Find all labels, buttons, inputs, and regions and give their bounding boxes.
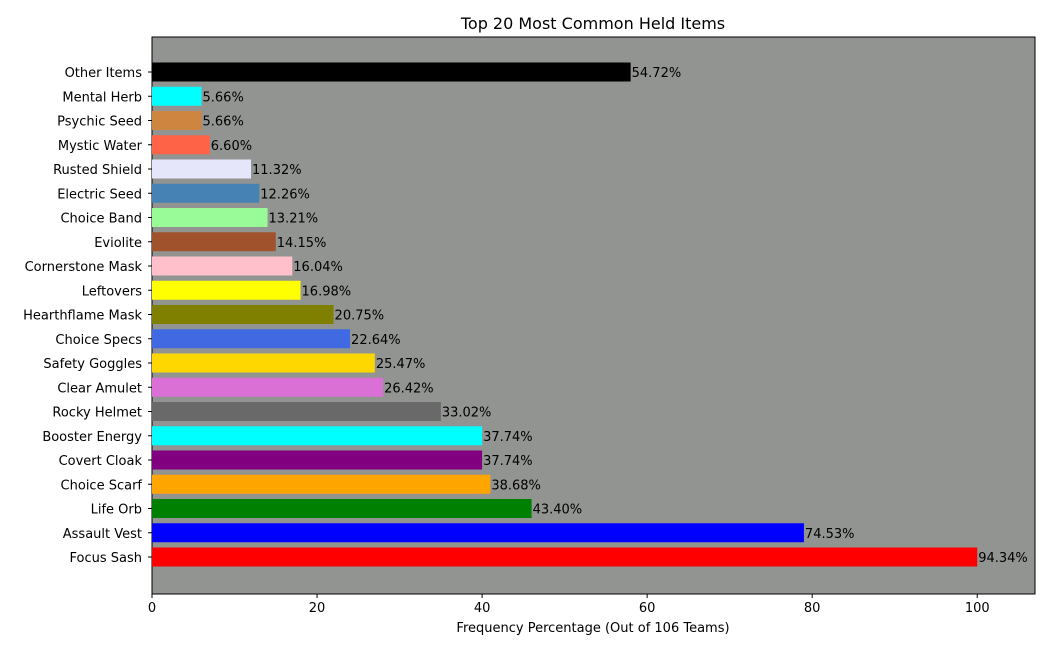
bar-safety-goggles [152,353,375,373]
data-label: 14.15% [277,236,327,251]
x-tick-label: 40 [474,601,491,616]
y-tick-label: Choice Scarf [61,478,143,493]
data-label: 16.04% [293,260,343,275]
bar-hearthflame-mask [152,305,334,324]
y-tick-label: Mental Herb [62,90,142,105]
y-tick-label: Electric Seed [57,187,142,202]
data-label: 25.47% [376,357,426,372]
data-label: 6.60% [211,139,252,154]
data-label: 12.26% [260,187,310,202]
y-tick-label: Cornerstone Mask [25,260,143,275]
data-label: 37.74% [483,430,533,445]
x-tick-label: 80 [804,601,821,616]
y-tick-label: Mystic Water [58,139,143,154]
y-tick-label: Focus Sash [70,551,143,566]
bar-choice-specs [152,329,351,349]
bar-rusted-shield [152,159,252,179]
data-label: 5.66% [203,90,244,105]
x-tick-label: 60 [639,601,656,616]
y-tick-label: Covert Cloak [59,454,143,469]
bar-mystic-water [152,135,210,155]
bar-choice-scarf [152,474,491,494]
y-axis: Focus Sash Assault Vest Life Orb Choice Sca… [23,66,152,566]
x-tick-label: 100 [965,601,990,616]
y-tick-label: Rusted Shield [53,163,142,178]
bar-clear-amulet [152,377,384,397]
data-label: 37.74% [483,454,533,469]
bar-booster-energy [152,426,483,446]
bar-focus-sash [152,547,978,567]
chart-title: Top 20 Most Common Held Items [460,14,725,33]
bar-cornerstone-mask [152,256,293,276]
y-tick-label: Life Orb [91,503,142,518]
bar-assault-vest [152,523,804,543]
bar-rocky-helmet [152,402,441,421]
x-tick-label: 0 [148,601,156,616]
y-tick-label: Booster Energy [42,430,142,445]
bar-eviolite [152,232,276,252]
data-label: 11.32% [252,163,302,178]
data-label: 43.40% [533,503,583,518]
bar-electric-seed [152,183,260,203]
y-tick-label: Assault Vest [63,527,142,542]
data-label: 33.02% [442,406,492,421]
y-tick-label: Choice Specs [55,333,142,348]
y-tick-label: Choice Band [60,212,142,227]
data-label: 54.72% [632,66,682,81]
data-label: 94.34% [978,551,1028,566]
data-label: 22.64% [351,333,401,348]
bar-life-orb [152,499,532,518]
data-label: 5.66% [203,115,244,130]
x-axis: 0 20 40 60 80 100 [148,594,990,616]
bar-mental-herb [152,86,202,106]
data-label: 16.98% [302,284,352,299]
data-label: 26.42% [384,381,434,396]
bar-choice-band [152,208,268,227]
y-tick-label: Clear Amulet [57,381,142,396]
y-tick-label: Other Items [65,66,143,81]
y-tick-label: Safety Goggles [43,357,142,372]
data-label: 74.53% [805,527,855,542]
bar-other-items [152,62,631,82]
y-tick-label: Psychic Seed [57,115,142,130]
x-axis-title: Frequency Percentage (Out of 106 Teams) [456,621,729,636]
x-tick-label: 20 [309,601,326,616]
y-tick-label: Hearthflame Mask [23,309,142,324]
bars-group: 94.34% 74.53% 43.40% 38.68% 37.74% 37.74% 33.0… [152,62,1028,567]
data-label: 20.75% [335,309,385,324]
y-tick-label: Eviolite [94,236,142,251]
y-tick-label: Rocky Helmet [52,406,142,421]
data-label: 13.21% [269,212,319,227]
y-tick-label: Leftovers [82,284,142,299]
data-label: 38.68% [491,478,541,493]
bar-psychic-seed [152,111,202,130]
bar-leftovers [152,280,301,300]
bar-covert-cloak [152,450,483,470]
